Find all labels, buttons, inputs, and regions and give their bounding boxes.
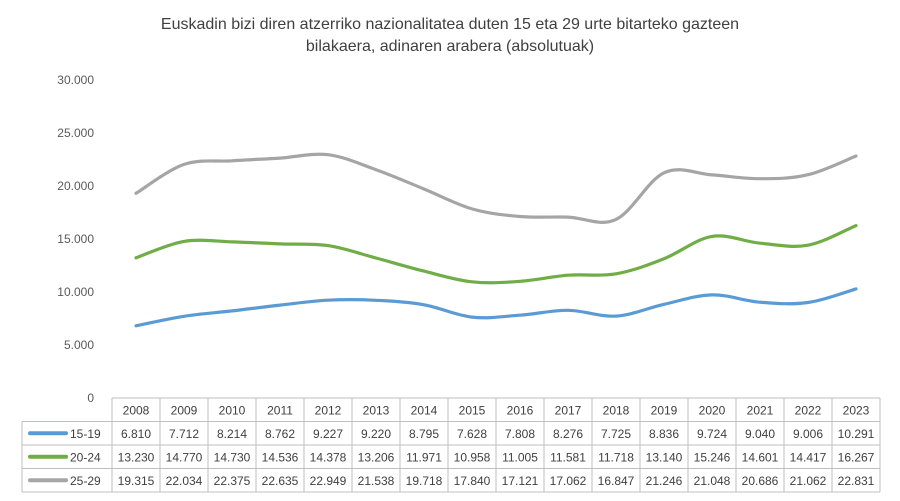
data-label: 14.378 bbox=[310, 450, 347, 464]
x-tick-label: 2023 bbox=[843, 403, 870, 417]
y-tick-label: 25.000 bbox=[57, 126, 94, 140]
data-label: 9.220 bbox=[361, 427, 391, 441]
data-label: 21.062 bbox=[790, 474, 827, 488]
data-label: 21.246 bbox=[646, 474, 683, 488]
data-label: 13.230 bbox=[118, 450, 155, 464]
data-label: 7.712 bbox=[169, 427, 199, 441]
x-tick-label: 2013 bbox=[363, 403, 390, 417]
data-label: 7.628 bbox=[457, 427, 487, 441]
data-label: 22.034 bbox=[166, 474, 203, 488]
data-label: 11.005 bbox=[502, 450, 538, 464]
data-label: 19.718 bbox=[406, 474, 443, 488]
data-label: 11.971 bbox=[406, 450, 442, 464]
chart-title-line-2: bilakaera, adinaren arabera (absolutuak) bbox=[305, 38, 595, 55]
data-label: 17.121 bbox=[502, 474, 539, 488]
data-label: 22.831 bbox=[838, 474, 875, 488]
x-tick-label: 2014 bbox=[411, 403, 438, 417]
x-tick-label: 2019 bbox=[651, 403, 678, 417]
data-label: 19.315 bbox=[118, 474, 155, 488]
x-tick-label: 2008 bbox=[123, 403, 150, 417]
data-label: 8.795 bbox=[409, 427, 439, 441]
data-label: 14.417 bbox=[790, 450, 827, 464]
chart-title-line-1: Euskadin bizi diren atzerriko nazionalit… bbox=[160, 16, 740, 33]
y-tick-label: 20.000 bbox=[57, 179, 94, 193]
x-tick-label: 2017 bbox=[555, 403, 582, 417]
data-label: 17.840 bbox=[454, 474, 491, 488]
data-label: 16.847 bbox=[598, 474, 635, 488]
data-label: 22.949 bbox=[310, 474, 347, 488]
x-tick-label: 2011 bbox=[267, 403, 293, 417]
data-label: 8.762 bbox=[265, 427, 295, 441]
data-label: 8.836 bbox=[649, 427, 679, 441]
data-label: 9.040 bbox=[745, 427, 775, 441]
series-line-20-24 bbox=[134, 224, 858, 285]
data-label: 21.048 bbox=[694, 474, 731, 488]
data-label: 17.062 bbox=[550, 474, 587, 488]
data-label: 20.686 bbox=[742, 474, 779, 488]
data-label: 9.227 bbox=[313, 427, 343, 441]
legend-label-25-29: 25-29 bbox=[70, 474, 101, 488]
x-tick-label: 2016 bbox=[507, 403, 534, 417]
data-label: 14.730 bbox=[214, 450, 251, 464]
data-label: 9.006 bbox=[793, 427, 823, 441]
y-tick-label: 0 bbox=[87, 391, 94, 405]
x-tick-label: 2012 bbox=[315, 403, 342, 417]
data-label: 22.635 bbox=[262, 474, 299, 488]
y-tick-label: 10.000 bbox=[57, 285, 94, 299]
data-label: 10.958 bbox=[454, 450, 491, 464]
data-label: 22.375 bbox=[214, 474, 251, 488]
data-label: 14.536 bbox=[262, 450, 299, 464]
data-label: 13.206 bbox=[358, 450, 395, 464]
x-tick-label: 2009 bbox=[171, 403, 198, 417]
data-label: 14.770 bbox=[166, 450, 203, 464]
data-label: 14.601 bbox=[742, 450, 779, 464]
data-label: 7.725 bbox=[601, 427, 631, 441]
data-label: 10.291 bbox=[838, 427, 875, 441]
data-label: 21.538 bbox=[358, 474, 395, 488]
series-line-25-29 bbox=[134, 152, 858, 224]
data-label: 8.276 bbox=[553, 427, 583, 441]
x-tick-label: 2020 bbox=[699, 403, 726, 417]
data-label: 6.810 bbox=[121, 427, 151, 441]
y-tick-label: 15.000 bbox=[57, 232, 94, 246]
x-tick-label: 2018 bbox=[603, 403, 630, 417]
chart-title: Euskadin bizi diren atzerriko nazionalit… bbox=[0, 14, 900, 58]
data-label: 8.214 bbox=[217, 427, 247, 441]
data-label: 13.140 bbox=[646, 450, 683, 464]
data-label: 9.724 bbox=[697, 427, 727, 441]
x-tick-label: 2010 bbox=[219, 403, 246, 417]
data-label: 11.718 bbox=[598, 450, 634, 464]
data-label: 11.581 bbox=[550, 450, 586, 464]
series-line-15-19 bbox=[134, 287, 858, 328]
x-tick-label: 2021 bbox=[747, 403, 774, 417]
legend-label-15-19: 15-19 bbox=[70, 427, 101, 441]
data-label: 16.267 bbox=[838, 450, 875, 464]
data-label: 15.246 bbox=[694, 450, 731, 464]
x-tick-label: 2022 bbox=[795, 403, 822, 417]
legend-label-20-24: 20-24 bbox=[70, 450, 101, 464]
x-tick-label: 2015 bbox=[459, 403, 486, 417]
y-tick-label: 30.000 bbox=[57, 73, 94, 87]
data-label: 7.808 bbox=[505, 427, 535, 441]
y-tick-label: 5.000 bbox=[64, 338, 94, 352]
